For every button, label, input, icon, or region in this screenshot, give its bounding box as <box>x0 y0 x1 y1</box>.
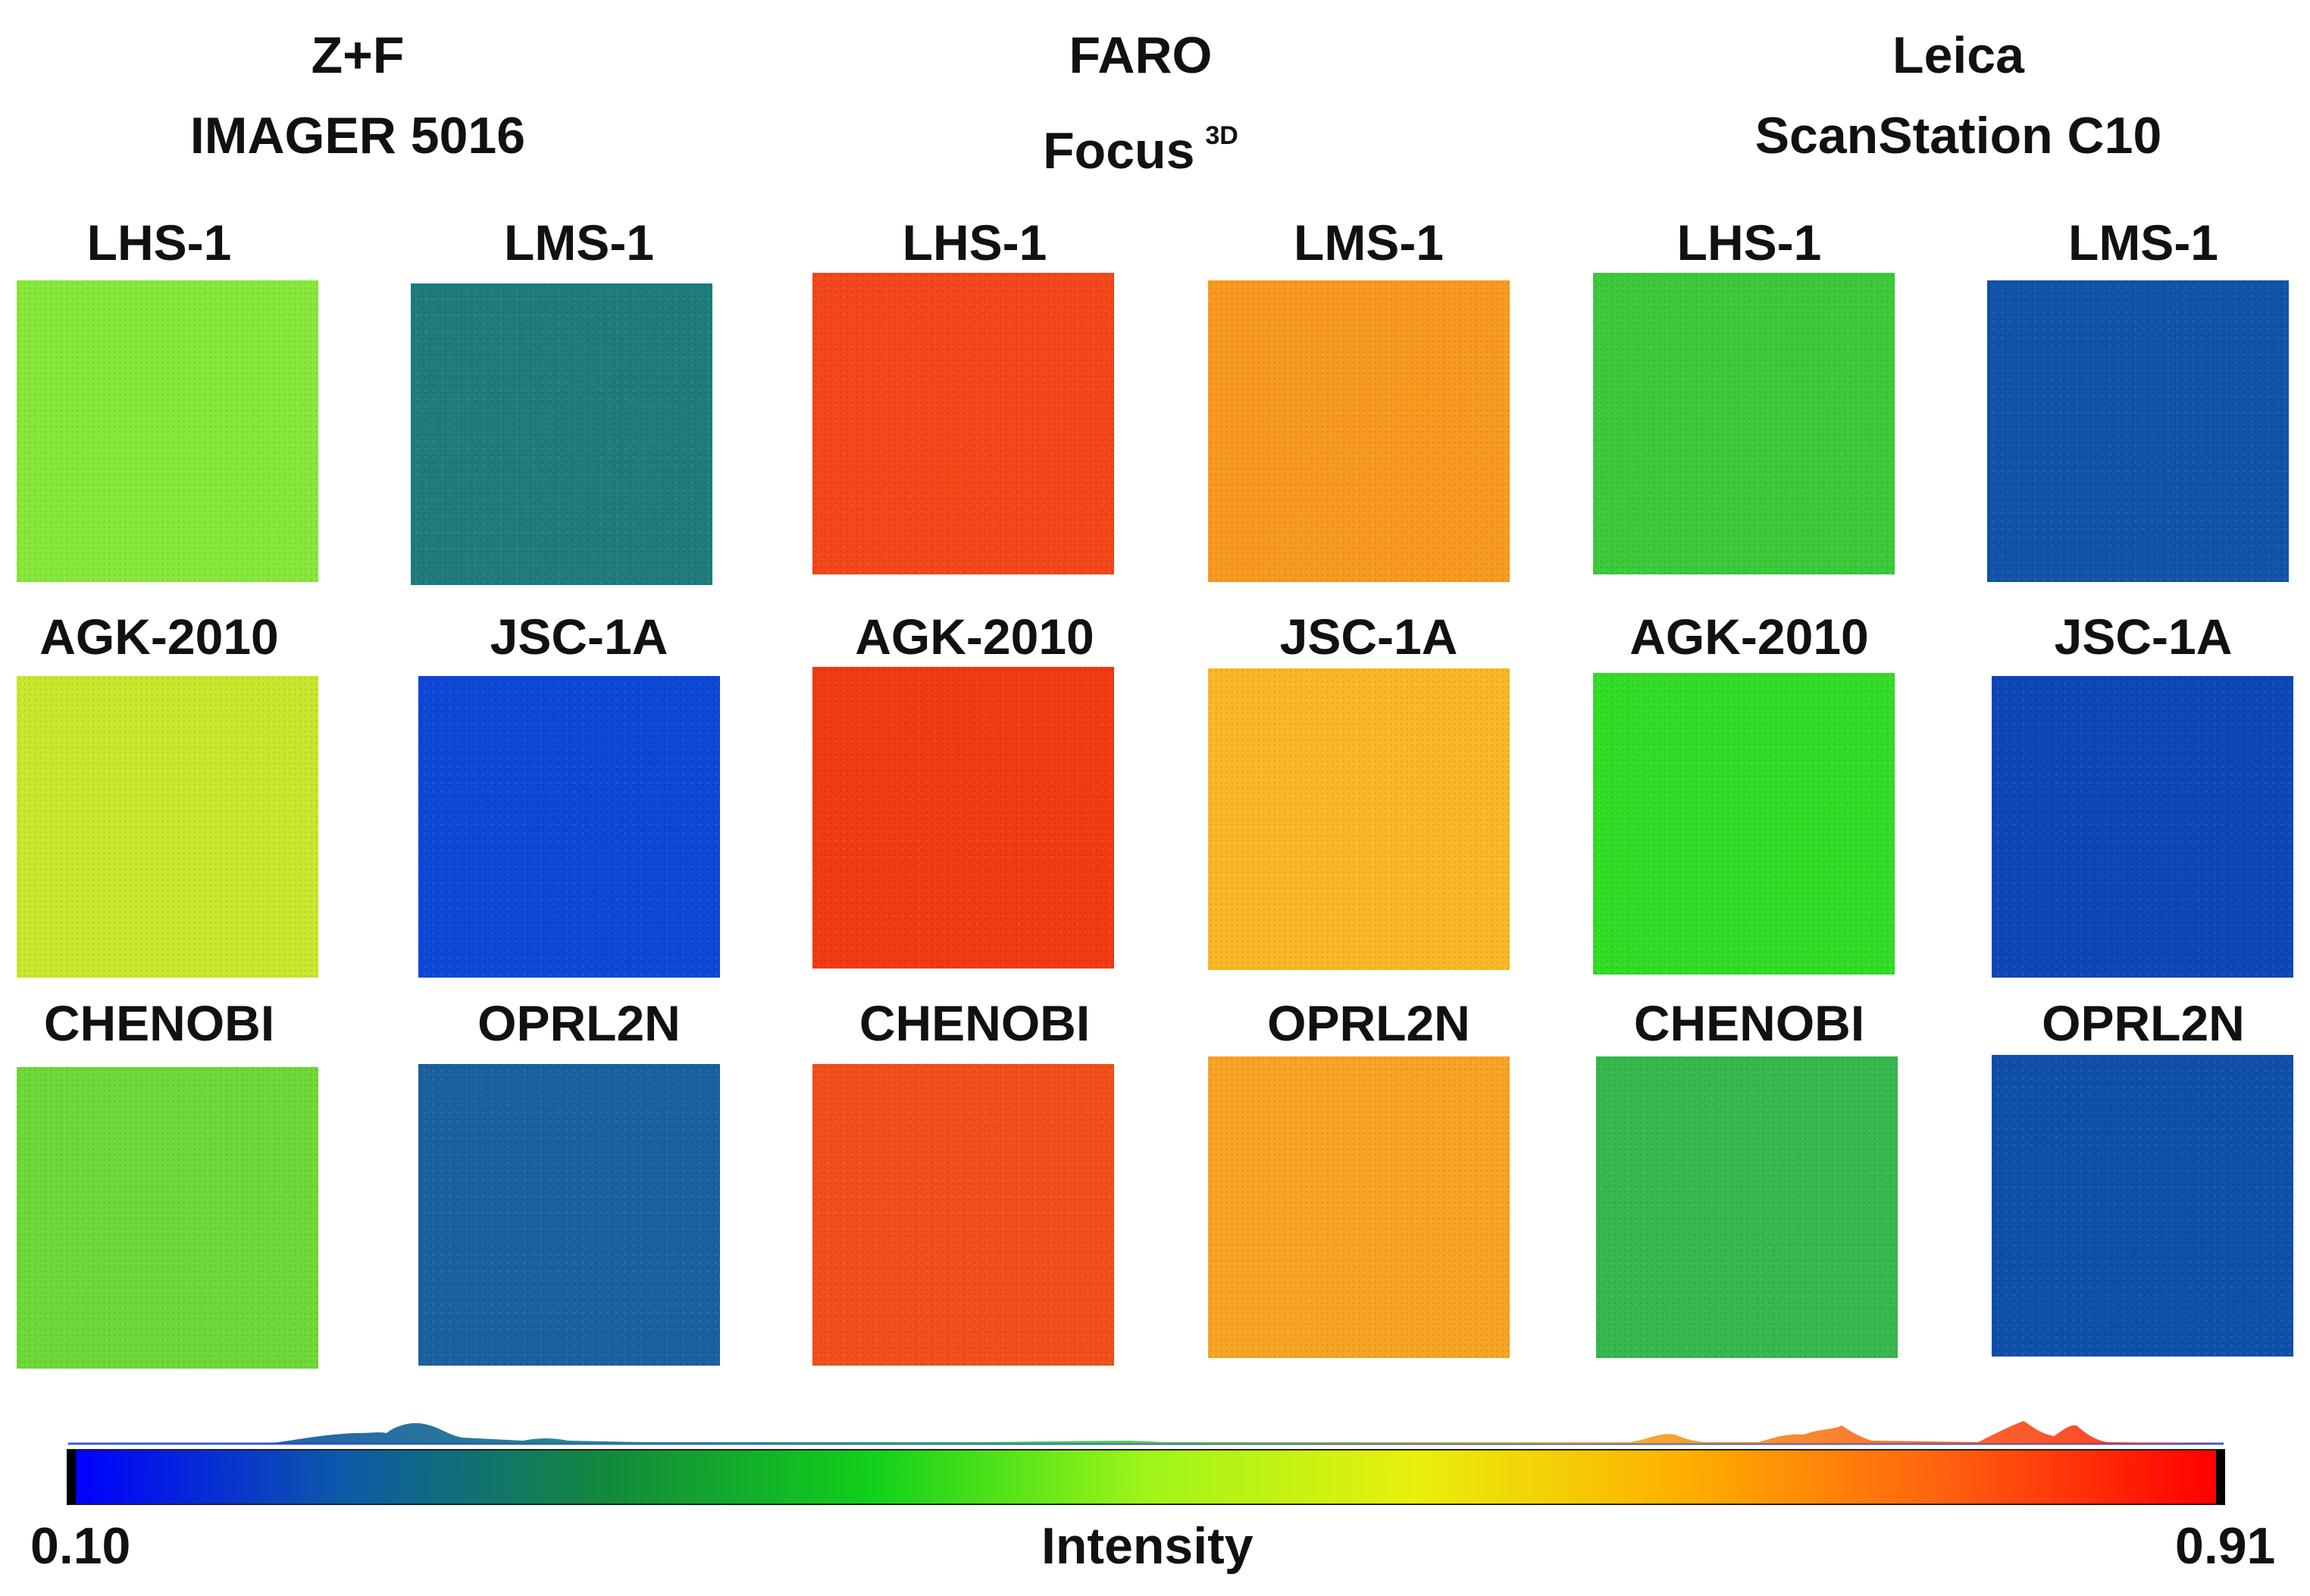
scanner-title-leica: Leica ScanStation C10 <box>1617 15 2299 176</box>
scanner-maker: FARO <box>1069 27 1213 84</box>
sample-label: JSC-1A <box>1279 609 1458 665</box>
intensity-tile <box>411 283 712 585</box>
colorbar-axis-label: Intensity <box>1041 1517 1254 1575</box>
intensity-tile <box>17 676 318 978</box>
intensity-tile <box>1987 280 2289 582</box>
scanner-maker: Z+F <box>311 27 405 84</box>
intensity-tile <box>17 280 318 582</box>
intensity-tile <box>1596 1056 1898 1358</box>
intensity-colorbar <box>67 1449 2225 1505</box>
sample-label: LMS-1 <box>1294 214 1444 271</box>
scanner-title-zf: Z+F IMAGER 5016 <box>17 15 699 176</box>
sample-label: LMS-1 <box>504 214 654 271</box>
scanner-model: ScanStation C10 <box>1754 107 2162 164</box>
sample-label: LMS-1 <box>2068 214 2218 271</box>
intensity-tile <box>418 1064 720 1366</box>
intensity-tile <box>812 667 1114 969</box>
intensity-tile <box>1208 280 1510 582</box>
sample-label: OPRL2N <box>1267 995 1470 1051</box>
sample-label: LHS-1 <box>1676 214 1822 271</box>
intensity-tile <box>418 676 720 978</box>
intensity-tile <box>1593 273 1895 574</box>
scanner-model: IMAGER 5016 <box>189 107 526 164</box>
sample-label: AGK-2010 <box>1629 609 1869 665</box>
histogram-peaks <box>68 1421 2224 1444</box>
intensity-tile <box>1992 1055 2293 1357</box>
sample-label: AGK-2010 <box>855 609 1094 665</box>
sample-label: CHENOBI <box>43 995 275 1051</box>
intensity-tile <box>812 1064 1114 1366</box>
scanner-maker: Leica <box>1892 27 2024 84</box>
sample-label: OPRL2N <box>2042 995 2245 1051</box>
sample-label: JSC-1A <box>2054 609 2233 665</box>
sample-label: LHS-1 <box>902 214 1047 271</box>
intensity-histogram <box>68 1421 2224 1445</box>
intensity-tile <box>17 1067 318 1369</box>
scanner-model-text: Focus <box>1043 122 1195 180</box>
sample-label: CHENOBI <box>859 995 1091 1051</box>
intensity-tile <box>1992 676 2293 978</box>
intensity-tile <box>1208 668 1510 970</box>
sample-label: LHS-1 <box>86 214 232 271</box>
scanner-model: Focus 3D <box>800 95 1482 191</box>
intensity-tile <box>1593 673 1895 975</box>
sample-label: AGK-2010 <box>39 609 279 665</box>
intensity-tile <box>1208 1056 1510 1358</box>
sample-label: OPRL2N <box>477 995 681 1051</box>
colorbar-min-label: 0.10 <box>30 1517 131 1575</box>
scanner-model-superscript: 3D <box>1205 121 1238 150</box>
scanner-title-faro: FARO Focus 3D <box>800 15 1482 191</box>
sample-label: JSC-1A <box>490 609 668 665</box>
intensity-tile <box>812 273 1114 574</box>
sample-label: CHENOBI <box>1633 995 1865 1051</box>
colorbar-max-label: 0.91 <box>2175 1517 2276 1575</box>
